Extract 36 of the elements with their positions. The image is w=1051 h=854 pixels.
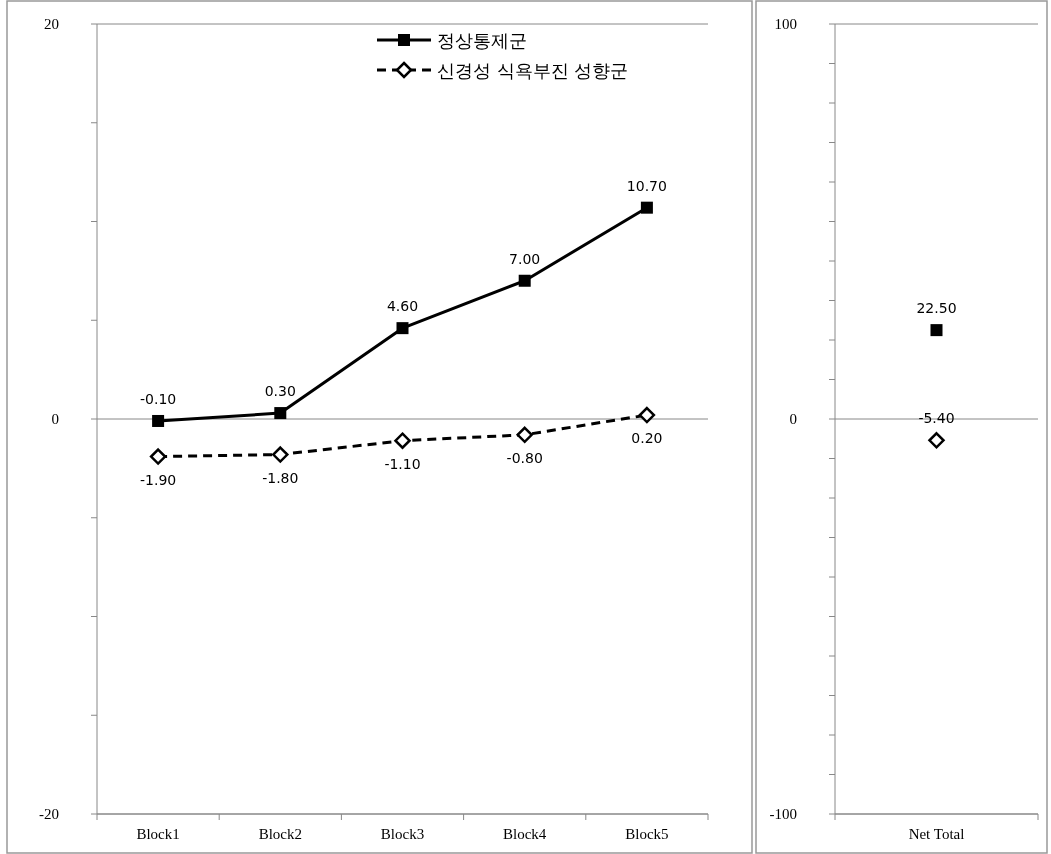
x-tick-label: Net Total — [908, 826, 965, 842]
y-tick-label: 100 — [774, 16, 797, 32]
data-label: 10.70 — [626, 177, 667, 194]
data-label: 0.30 — [264, 383, 296, 400]
x-tick-label: Block2 — [258, 826, 302, 842]
data-label: -1.10 — [384, 455, 421, 472]
data-label: 7.00 — [509, 250, 541, 267]
data-label: -1.90 — [139, 471, 177, 488]
y-tick-label: 0 — [789, 411, 797, 427]
point — [518, 274, 531, 287]
data-label: 0.20 — [631, 430, 663, 447]
legend-label: 정상통제군 — [437, 30, 527, 51]
x-tick-label: Block1 — [136, 826, 180, 842]
point — [394, 432, 411, 449]
x-tick-label: Block3 — [380, 826, 425, 842]
y-tick-label: 0 — [51, 411, 59, 427]
point — [149, 448, 167, 465]
y-tick-label: -100 — [769, 806, 797, 822]
x-tick-label: Block5 — [625, 826, 669, 842]
x-tick-label: Block4 — [503, 826, 547, 842]
point — [516, 426, 533, 444]
point — [396, 322, 409, 335]
data-label: -0.80 — [506, 449, 543, 466]
data-label: 22.50 — [916, 300, 957, 317]
data-label: 4.60 — [386, 298, 419, 315]
legend-label: 신경성 식욕부진 성향군 — [437, 60, 629, 81]
point — [638, 406, 656, 424]
data-label: -1.80 — [262, 469, 299, 486]
data-label: -5.40 — [918, 410, 955, 427]
data-label: -0.10 — [139, 390, 177, 407]
point — [272, 446, 289, 463]
point — [640, 201, 653, 214]
y-tick-label: -20 — [39, 806, 59, 822]
point — [152, 414, 165, 427]
point — [274, 407, 287, 420]
y-tick-label: 20 — [44, 16, 59, 32]
